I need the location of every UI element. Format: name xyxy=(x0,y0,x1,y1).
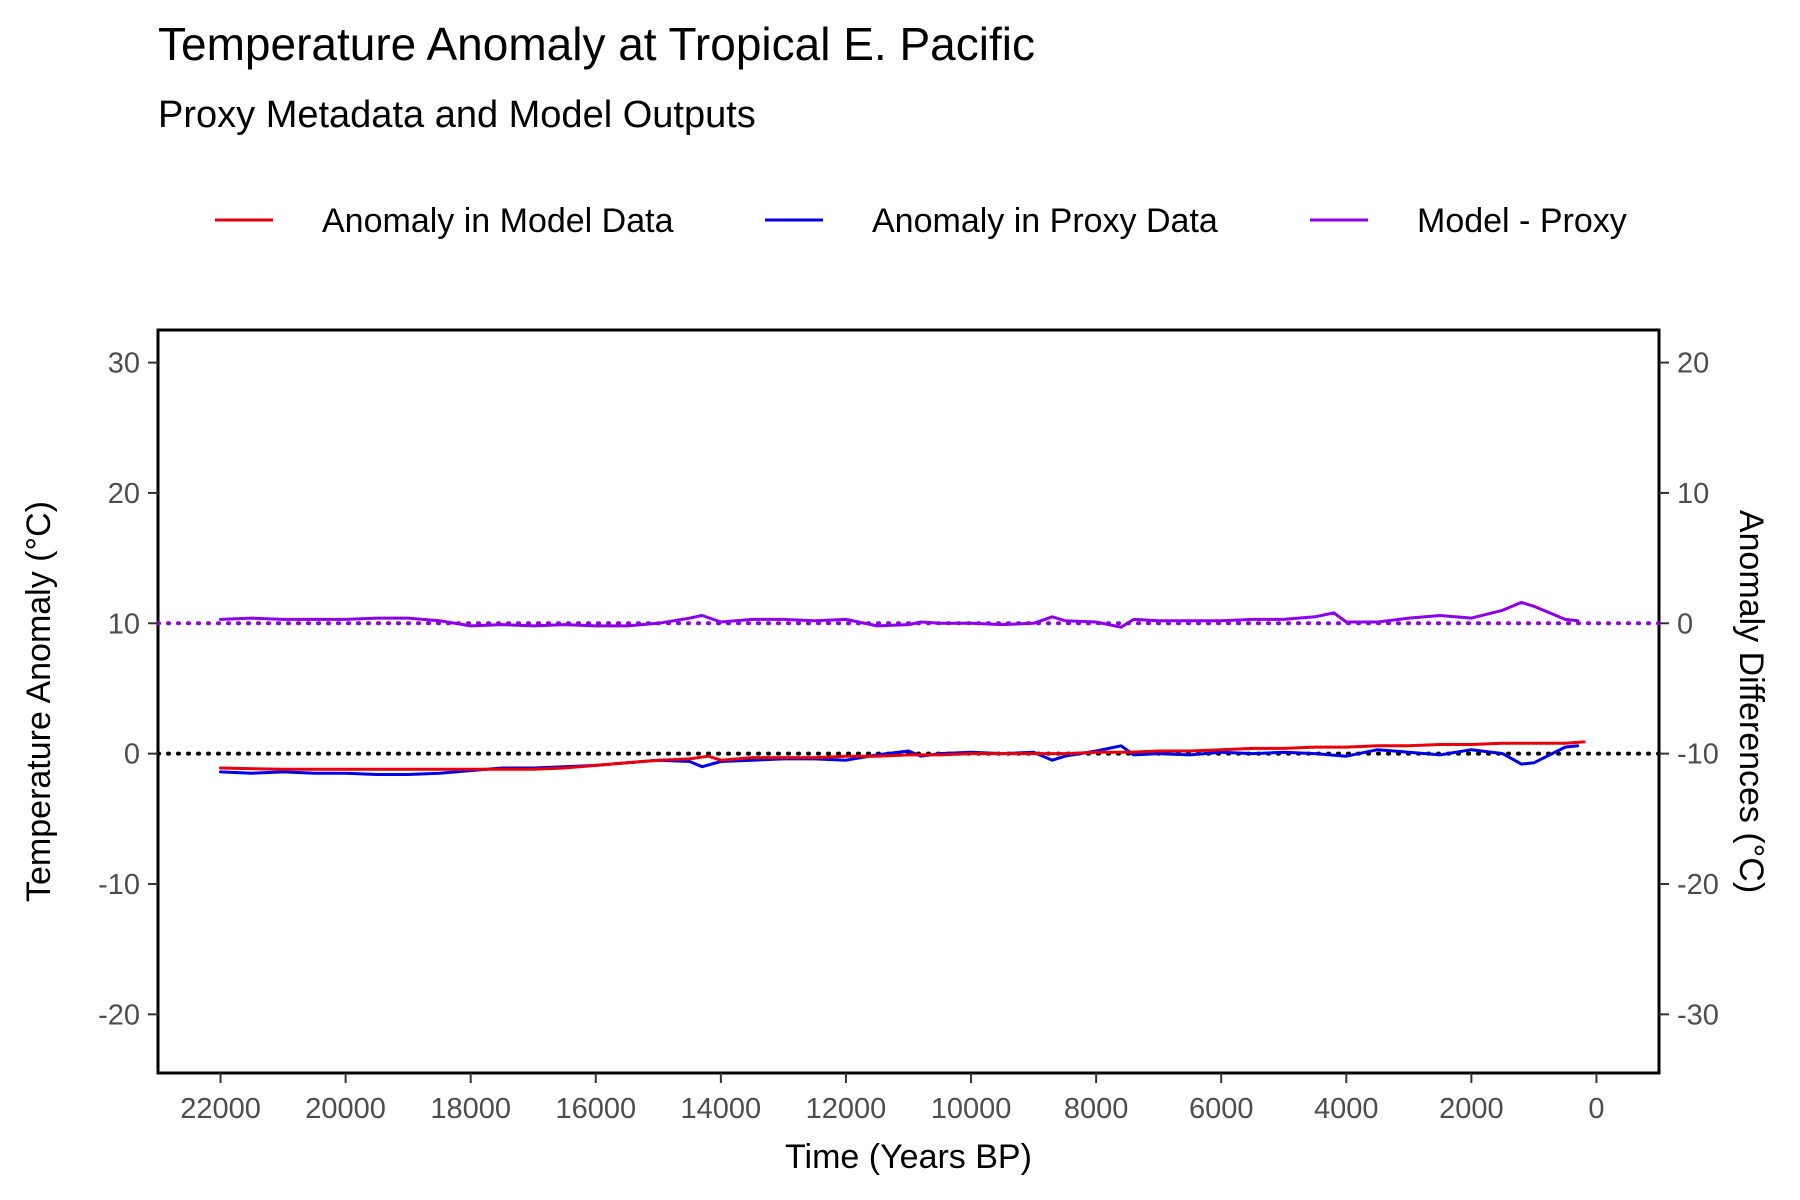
y-right-tick-label: -20 xyxy=(1677,869,1719,901)
y-right-tick-label: 0 xyxy=(1677,608,1693,640)
y-axis-right-title: Anomaly Differences (°C) xyxy=(1732,510,1770,893)
x-tick-label: 22000 xyxy=(180,1093,261,1125)
series-line xyxy=(219,740,1586,771)
y-tick-label: -20 xyxy=(98,999,140,1031)
series-lines xyxy=(219,600,1586,776)
x-tick-label: 0 xyxy=(1588,1093,1604,1125)
plot-frame xyxy=(156,328,1661,1075)
legend: Anomaly in Model Data Anomaly in Proxy Da… xyxy=(215,202,1627,240)
legend-label: Anomaly in Model Data xyxy=(322,202,674,240)
x-tick-label: 2000 xyxy=(1439,1093,1504,1125)
x-tick-label: 6000 xyxy=(1189,1093,1254,1125)
y-right-tick-label: -10 xyxy=(1677,739,1719,771)
y-right-tick-label: 10 xyxy=(1677,478,1709,510)
x-tick-label: 4000 xyxy=(1314,1093,1379,1125)
x-tick-label: 10000 xyxy=(931,1093,1012,1125)
x-tick-label: 16000 xyxy=(555,1093,636,1125)
x-tick-label: 18000 xyxy=(430,1093,511,1125)
x-tick-label: 12000 xyxy=(806,1093,887,1125)
y-right-tick-label: 20 xyxy=(1677,348,1709,380)
series-line xyxy=(219,600,1580,629)
y-tick-label: 0 xyxy=(124,739,140,771)
y-tick-label: 30 xyxy=(108,348,140,380)
y-axis-right: 20 10 0 -10 -20 -30 xyxy=(1659,348,1719,1031)
x-axis-title: Time (Years BP) xyxy=(785,1138,1032,1176)
legend-label: Model - Proxy xyxy=(1417,202,1627,240)
y-right-tick-label: -30 xyxy=(1677,999,1719,1031)
x-tick-label: 20000 xyxy=(305,1093,386,1125)
chart-title: Temperature Anomaly at Tropical E. Pacif… xyxy=(158,18,1035,70)
chart-subtitle: Proxy Metadata and Model Outputs xyxy=(158,94,756,136)
plot-area xyxy=(156,328,1661,1075)
y-tick-label: 10 xyxy=(108,608,140,640)
y-tick-label: -10 xyxy=(98,869,140,901)
x-tick-label: 8000 xyxy=(1064,1093,1129,1125)
legend-label: Anomaly in Proxy Data xyxy=(872,202,1218,240)
y-axis-title: Temperature Anomaly (°C) xyxy=(20,501,58,902)
y-axis-left: 30 20 10 0 -10 -20 xyxy=(98,348,158,1031)
y-tick-label: 20 xyxy=(108,478,140,510)
x-axis: 22000 20000 18000 16000 14000 12000 10000 8000 6… xyxy=(180,1073,1605,1125)
x-tick-label: 14000 xyxy=(681,1093,762,1125)
